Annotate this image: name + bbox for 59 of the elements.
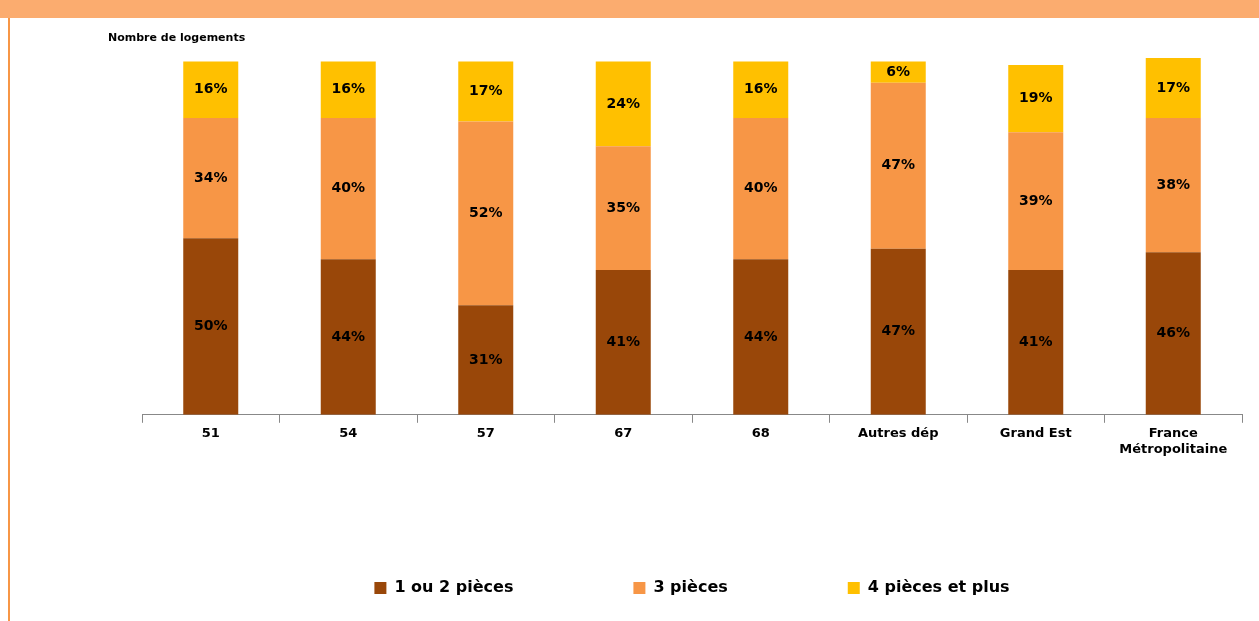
data-label: 24% <box>606 94 641 111</box>
bar <box>733 61 789 119</box>
data-label: 16% <box>743 80 778 97</box>
x-tick-label: 51 <box>201 424 220 440</box>
bar <box>595 61 651 147</box>
bar <box>870 82 926 249</box>
data-label: 16% <box>193 80 228 97</box>
data-label: 34% <box>193 168 228 185</box>
legend-label: 1 ou 2 pièces <box>394 577 514 597</box>
bar <box>870 248 926 415</box>
x-tick-label: France Métropolitaine <box>1119 424 1228 456</box>
legend-label: 3 pièces <box>653 577 728 597</box>
data-label: 16% <box>331 80 366 97</box>
data-label: 44% <box>743 327 778 344</box>
bar <box>320 118 376 260</box>
x-tick-label: 57 <box>476 424 495 440</box>
bar <box>1145 58 1201 119</box>
x-tick-label: 54 <box>339 424 358 440</box>
bar <box>733 118 789 260</box>
data-label: 47% <box>881 156 916 173</box>
x-tick-label: 68 <box>751 424 770 440</box>
bar <box>183 61 239 119</box>
bar <box>733 259 789 415</box>
data-label: 31% <box>468 350 503 367</box>
data-label: 41% <box>606 333 641 350</box>
bar <box>183 118 239 239</box>
bar <box>595 146 651 270</box>
data-label: 17% <box>468 82 503 99</box>
legend-label: 4 pièces et plus <box>867 577 1010 597</box>
bar <box>1008 269 1064 415</box>
data-label: 35% <box>606 198 641 215</box>
data-label: 39% <box>1018 191 1053 208</box>
data-label: 52% <box>468 204 503 221</box>
bar <box>320 259 376 415</box>
y-axis-title: Nombre de logements <box>108 31 246 44</box>
data-label: 40% <box>331 179 366 196</box>
data-label: 38% <box>1156 175 1191 192</box>
x-tick-label: 67 <box>614 424 633 440</box>
bar <box>458 61 514 122</box>
data-label: 41% <box>1018 333 1053 350</box>
data-label: 50% <box>193 317 228 334</box>
x-tick-label: Autres dép <box>858 424 939 440</box>
x-tick-label: Grand Est <box>999 424 1072 440</box>
bar <box>1145 118 1201 253</box>
bar <box>1008 132 1064 270</box>
bar <box>183 238 239 415</box>
bar <box>458 121 514 306</box>
bar <box>595 269 651 415</box>
data-label: 47% <box>881 322 916 339</box>
data-label: 17% <box>1156 78 1191 95</box>
data-label: 19% <box>1018 89 1053 106</box>
data-label: 44% <box>331 327 366 344</box>
bar <box>458 305 514 415</box>
bar <box>320 61 376 119</box>
data-label: 6% <box>886 62 911 79</box>
data-label: 46% <box>1156 324 1191 341</box>
data-label: 40% <box>743 179 778 196</box>
bar <box>1008 65 1064 133</box>
bar <box>1145 252 1201 415</box>
